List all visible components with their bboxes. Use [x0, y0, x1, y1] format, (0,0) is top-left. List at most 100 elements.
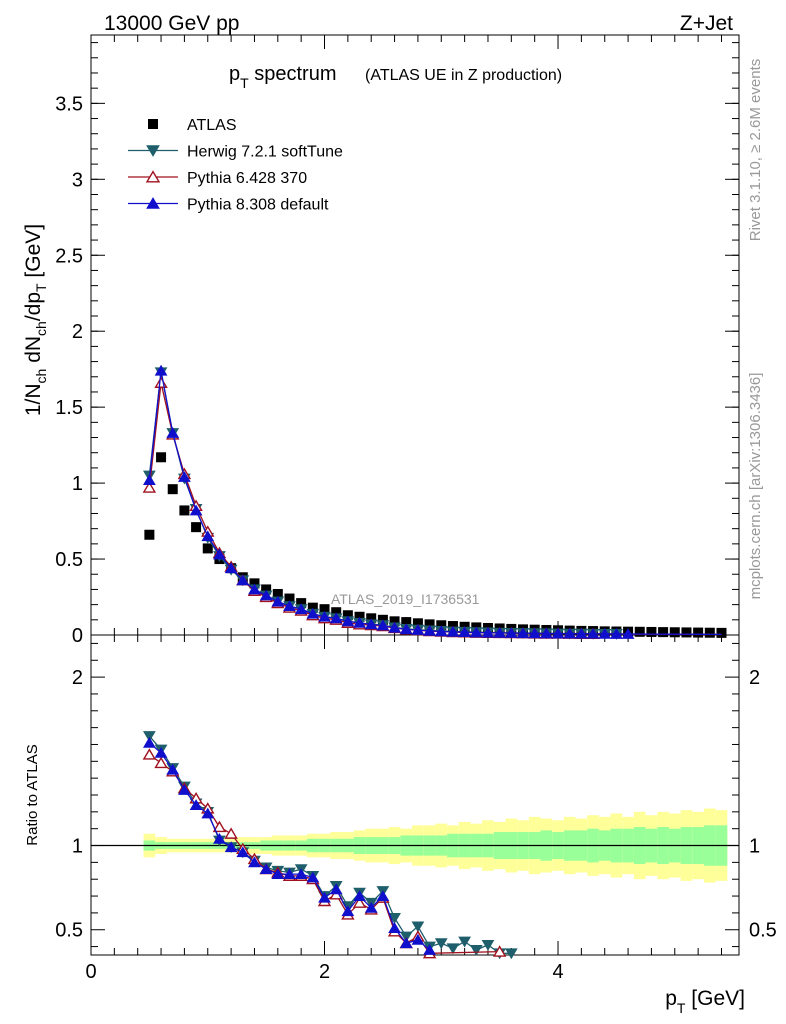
ratio-y-tick-label: 0.5 [55, 920, 83, 942]
process-label: Z+Jet [680, 12, 733, 35]
pythia-8-308-default-point [189, 504, 203, 516]
pythia-8-308-default-point [259, 589, 273, 601]
pythia-8-308-default-point [458, 626, 471, 638]
atlas-point [436, 620, 447, 631]
atlas-point [156, 452, 167, 463]
pythia-6-428-370-ratio-point [142, 748, 157, 760]
pythia-8-308-default-point [481, 626, 495, 638]
plot-title-sub: T [240, 75, 249, 91]
pythia-8-308-default-point [423, 624, 436, 636]
plot-subtitle: (ATLAS UE in Z production) [365, 67, 562, 84]
pythia-8-308-default-ratio-point [423, 944, 436, 955]
legend-marker [146, 197, 160, 209]
x-tick-label: 2 [319, 961, 330, 983]
pythia-8-308-default-ratio-point [236, 846, 250, 858]
pythia-8-308-default-point [575, 627, 588, 639]
pythia-8-308-default-point [329, 612, 343, 624]
pythia-8-308-default-ratio-point [353, 890, 366, 901]
atlas-point [354, 611, 365, 622]
pythia-8-308-default-point [283, 600, 296, 612]
pythia-8-308-default-ratio-point [201, 807, 215, 819]
pythia-8-308-default-point [563, 627, 577, 639]
pythia-8-308-default-ratio-point [154, 746, 168, 758]
pythia-8-308-default-ratio-point [224, 841, 238, 853]
ratio-y-axis-label: Ratio to ATLAS [24, 744, 41, 845]
pythia-8-308-default-point [434, 625, 448, 637]
pythia-8-308-default-point [353, 616, 366, 628]
atlas-point [634, 626, 645, 637]
ratio-y-tick-label-right: 0.5 [749, 920, 777, 942]
pythia-8-308-default-point [224, 562, 238, 574]
atlas-point [658, 627, 669, 638]
main-y-tick-label: 1.5 [55, 397, 83, 419]
legend: ATLAS Herwig 7.2.1 softTune Pythia 6.428 3… [128, 117, 343, 214]
pythia-8-308-default-point [610, 628, 623, 639]
pythia-8-308-default-ratio-point [143, 736, 156, 748]
x-tick-label: 0 [85, 961, 96, 983]
pythia-8-308-default-ratio-point [388, 922, 401, 933]
atlas-point [202, 543, 213, 554]
pythia-8-308-default-point [528, 627, 542, 639]
atlas-point [342, 610, 353, 621]
atlas-point [704, 627, 715, 638]
legend-label: Herwig 7.2.1 softTune [187, 144, 343, 161]
atlas-point [681, 627, 692, 638]
atlas-point [669, 627, 680, 638]
atlas-point [319, 604, 330, 615]
pythia-8-308-default-point [364, 618, 378, 630]
pythia-8-308-default-point [598, 627, 612, 639]
atlas-point [716, 627, 727, 638]
atlas-point [646, 626, 657, 637]
pythia-8-308-default-point [213, 548, 226, 560]
pythia-8-308-default-ratio-point [213, 832, 226, 844]
pythia-8-308-default-point [446, 625, 460, 637]
atlas-point [272, 588, 283, 599]
pythia-8-308-default-point [201, 530, 215, 542]
herwig-7-2-1-softtune-ratio-point [504, 948, 518, 960]
atlas-point [261, 584, 272, 595]
atlas-point [144, 529, 155, 540]
plot-title-p: p [229, 63, 240, 85]
plot-title-rest: spectrum [249, 63, 337, 85]
ratio-series-layer [142, 731, 518, 960]
pythia-8-308-default-point [399, 623, 413, 635]
atlas-point [401, 617, 412, 628]
pythia-8-308-default-ratio-point [259, 863, 273, 875]
pythia-6-428-370-ratio-point [212, 820, 227, 833]
pythia-8-308-default-ratio-point [283, 868, 296, 880]
legend-label: Pythia 6.428 370 [187, 170, 307, 187]
main-y-tick-label: 0.5 [55, 549, 83, 571]
pythia-6-428-370-ratio-point [492, 945, 507, 957]
atlas-point [366, 613, 377, 624]
pythia-8-308-default-point [236, 574, 250, 586]
pythia-8-308-default-point [376, 619, 390, 631]
pythia-8-308-default-point [271, 595, 285, 607]
pythia-8-308-default-point [411, 624, 425, 635]
pythia-6-428-370-ratio-point [224, 827, 238, 839]
rivet-label: Rivet 3.1.10, ≥ 2.6M events [747, 59, 764, 242]
herwig-7-2-1-softtune-ratio-point [481, 939, 495, 951]
pythia-8-308-default-point [166, 427, 180, 438]
pythia-8-308-default-ratio-point [189, 799, 203, 811]
herwig-7-2-1-softtune-ratio-point [458, 936, 471, 948]
ratio-y-tick-label-right: 1 [749, 836, 760, 858]
legend-marker [145, 170, 161, 183]
ratio-uncertainty-bands [91, 808, 739, 883]
atlas-point [424, 619, 435, 630]
axis-ticks: 00.511.522.533.50 2 40.5 0.51 12 2 [55, 35, 777, 983]
atlas-point [307, 602, 318, 613]
herwig-7-2-1-softtune-ratio-point [143, 731, 156, 742]
energy-label: 13000 GeV pp [104, 12, 239, 35]
pythia-8-308-default-ratio-point [364, 901, 378, 913]
ratio-y-tick-label: 1 [72, 836, 83, 858]
pythia-8-308-default-point [248, 583, 261, 595]
pythia-8-308-default-point [586, 627, 600, 639]
herwig-7-2-1-softtune-ratio-point [434, 938, 448, 950]
pythia-6-428-370-ratio-point [352, 896, 367, 908]
legend-marker [146, 145, 160, 157]
main-y-tick-label: 0 [72, 625, 83, 647]
pythia-8-308-default-ratio-point [271, 868, 285, 880]
pythia-8-308-default-point [388, 621, 401, 633]
atlas-point [412, 618, 423, 629]
